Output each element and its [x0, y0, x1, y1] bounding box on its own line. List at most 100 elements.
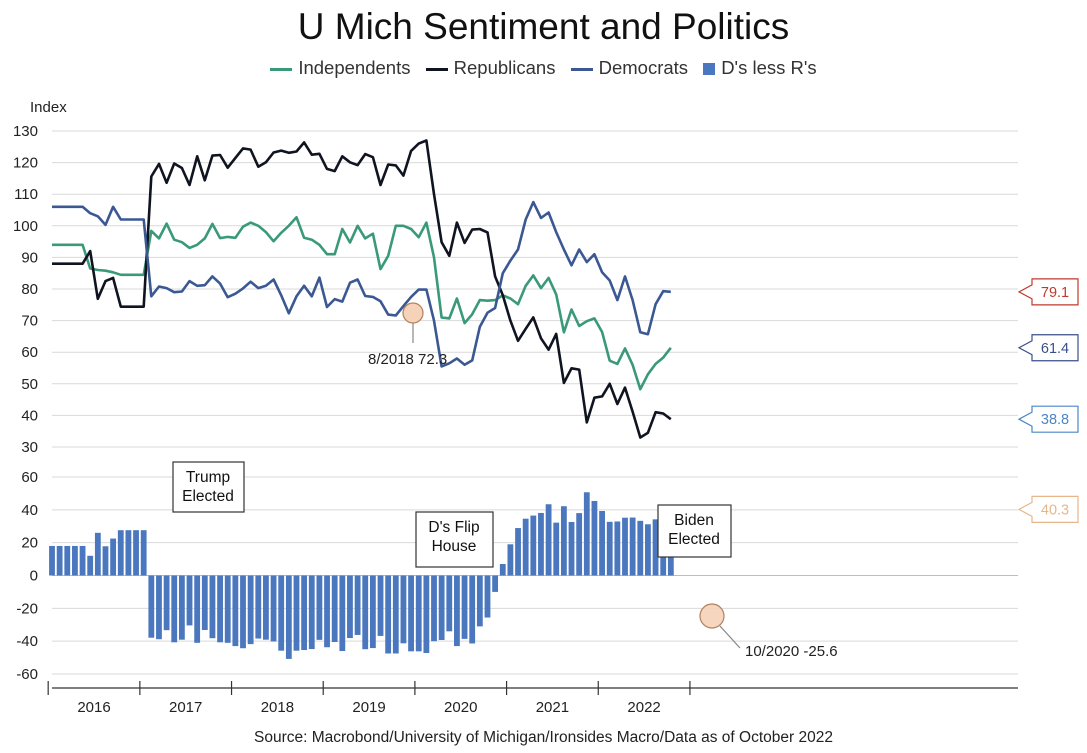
top-y-tick-label: 50: [21, 376, 38, 393]
difference-bar: [324, 575, 330, 648]
difference-bar: [64, 545, 71, 576]
difference-bar: [263, 575, 269, 640]
bottom-panel-y-ticks: 60 40 20 0 -20 -40 -60: [16, 469, 38, 683]
event-trump-line2: Elected: [182, 488, 234, 505]
difference-bar: [507, 544, 514, 576]
difference-bar: [431, 575, 437, 642]
x-tick-label: 2019: [352, 699, 385, 716]
difference-bar: [629, 517, 636, 576]
difference-bar: [461, 575, 468, 639]
difference-bar: [599, 510, 605, 576]
difference-bar: [186, 575, 193, 626]
x-tick-label: 2016: [77, 699, 110, 716]
difference-bar: [285, 575, 292, 659]
difference-bar: [614, 521, 621, 576]
point-callout-top-marker: [402, 302, 424, 324]
difference-bar: [178, 575, 185, 640]
difference-bar: [87, 555, 94, 576]
difference-bar: [163, 575, 170, 631]
bottom-y-tick-label: -20: [16, 600, 38, 617]
difference-bars: [49, 492, 674, 659]
last-value-tag: [1017, 495, 1079, 523]
legend-item-democrats: Democrats: [570, 57, 689, 79]
legend-label-difference: D's less R's: [721, 57, 817, 78]
legend-label-democrats: Democrats: [598, 57, 689, 78]
difference-bar: [148, 575, 155, 638]
difference-bar: [568, 521, 575, 576]
point-callout-bottom-leader: [719, 625, 741, 649]
difference-bar: [606, 521, 613, 576]
top-y-tick-label: 30: [21, 439, 38, 456]
difference-bar: [392, 575, 399, 654]
series-line-republicans: [52, 139, 672, 439]
legend-swatch-independents: [270, 67, 293, 71]
difference-bar: [171, 575, 178, 643]
x-axis: 2016 2017 2018 2019 2020 2021 2022: [47, 681, 1018, 716]
series-line-democrats: [52, 200, 671, 368]
legend-swatch-republicans: [425, 67, 448, 71]
event-house-line1: D's Flip: [428, 519, 479, 536]
last-value-label: 61.4: [1041, 341, 1069, 357]
point-callout-top-label: 8/2018 72.3: [368, 351, 447, 368]
difference-bar: [469, 575, 476, 644]
difference-bar: [637, 520, 644, 576]
event-biden-line2: Elected: [668, 531, 720, 548]
difference-bar: [49, 545, 55, 576]
difference-bar: [56, 545, 63, 576]
difference-bar: [240, 575, 246, 649]
difference-bar: [415, 575, 422, 652]
difference-bar: [622, 517, 628, 576]
top-y-tick-label: 60: [21, 344, 38, 361]
sentiment-lines: [52, 139, 672, 439]
bottom-y-tick-label: 0: [30, 568, 38, 585]
difference-bar: [209, 575, 216, 639]
difference-bar: [530, 515, 537, 576]
top-panel-y-ticks: 130 120 110 100 90 80 70 60 50 40 30: [13, 123, 38, 456]
last-value-tag: [1017, 334, 1079, 362]
last-value-label: 79.1: [1041, 285, 1069, 301]
chart-source: Source: Macrobond/University of Michigan…: [254, 729, 833, 746]
difference-bar: [308, 575, 315, 650]
point-callout-bottom-label: 10/2020 -25.6: [745, 643, 838, 660]
difference-bar: [201, 575, 208, 631]
difference-bar: [454, 575, 460, 647]
difference-bar: [110, 538, 117, 576]
legend-item-difference: D's less R's: [703, 57, 817, 79]
top-y-tick-label: 100: [13, 218, 38, 235]
legend-item-republicans: Republicans: [425, 57, 555, 79]
top-panel-gridlines: [52, 130, 1018, 448]
difference-bar: [140, 530, 147, 576]
difference-bar: [583, 492, 590, 576]
difference-bar: [217, 575, 223, 643]
difference-bar: [125, 530, 132, 576]
difference-bar: [316, 575, 323, 640]
top-y-tick-label: 70: [21, 313, 38, 330]
difference-bar: [515, 528, 521, 576]
difference-bar: [102, 546, 109, 576]
difference-bar: [94, 532, 101, 576]
top-y-tick-label: 80: [21, 281, 38, 298]
difference-bar: [194, 575, 201, 643]
difference-bar: [362, 575, 369, 650]
top-y-tick-label: 120: [13, 155, 38, 172]
event-box-trump: Trump Elected: [172, 461, 245, 513]
difference-bar: [331, 575, 338, 642]
event-trump-line1: Trump: [186, 469, 230, 486]
x-tick-label: 2021: [536, 699, 569, 716]
bottom-y-tick-label: 40: [21, 502, 38, 519]
difference-bar: [133, 530, 139, 576]
x-tick-label: 2022: [627, 699, 660, 716]
last-value-tag: [1017, 278, 1079, 306]
difference-bar: [301, 575, 308, 651]
difference-bar: [293, 575, 300, 651]
difference-bar: [408, 575, 414, 652]
difference-bar: [255, 575, 262, 639]
bottom-y-tick-label: -40: [16, 633, 38, 650]
difference-bar: [72, 545, 78, 576]
last-value-label: 38.8: [1041, 412, 1069, 428]
difference-bar: [423, 575, 430, 653]
difference-bar: [156, 575, 162, 640]
x-tick-label: 2020: [444, 699, 477, 716]
difference-bar: [278, 575, 285, 651]
